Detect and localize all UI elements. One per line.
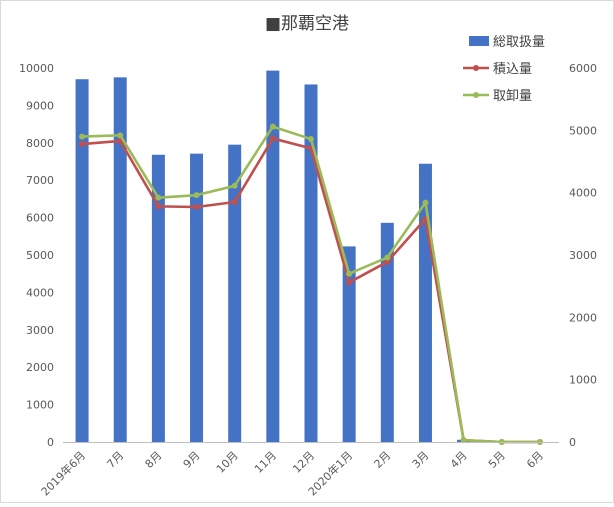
right-axis-tick-label: 4000	[569, 187, 597, 200]
bar-series	[75, 70, 471, 443]
left-axis-tick-label: 9000	[26, 99, 54, 112]
series-point	[117, 132, 124, 139]
series-point	[422, 199, 429, 206]
left-axis-tick-label: 1000	[26, 399, 54, 412]
bar	[190, 153, 204, 442]
series-point	[384, 258, 391, 265]
series-point	[308, 136, 314, 143]
bar	[113, 77, 127, 442]
series-point	[269, 135, 276, 142]
legend-swatch-marker	[473, 65, 479, 71]
legend-swatch-marker	[473, 92, 479, 98]
series-point	[193, 204, 200, 211]
x-axis-tick-label: 11月	[252, 449, 279, 476]
series-point	[384, 254, 391, 261]
x-axis-tick-label: 6月	[524, 449, 546, 471]
line-series	[79, 123, 543, 445]
legend-swatch	[469, 36, 489, 46]
x-axis-tick-label: 10月	[214, 449, 241, 476]
series-point	[193, 192, 200, 199]
series-point	[231, 182, 238, 189]
right-axis: 0 1000 2000 3000 4000 5000 6000	[569, 62, 597, 449]
bar	[228, 144, 242, 443]
x-axis-tick-label: 4月	[448, 449, 470, 471]
bar	[151, 154, 165, 442]
left-axis-tick-label: 3000	[26, 324, 54, 337]
left-axis-tick-label: 0	[47, 436, 54, 449]
x-axis-tick-label: 3月	[410, 449, 432, 471]
right-axis-tick-label: 0	[569, 436, 576, 449]
x-axis-tick-label: 2019年6月	[38, 448, 88, 498]
bar	[75, 79, 89, 442]
x-axis-tick-label: 2月	[372, 449, 394, 471]
x-axis-tick-label: 9月	[181, 449, 203, 471]
series-point	[346, 279, 353, 286]
left-axis-tick-label: 5000	[26, 249, 54, 262]
bar	[304, 84, 318, 443]
left-axis-tick-label: 8000	[26, 137, 54, 150]
left-axis: 0 1000 2000 3000 4000 5000 6000 7000 8000 9000 100…	[19, 62, 54, 449]
bar	[266, 70, 280, 443]
series-point	[155, 203, 162, 210]
left-axis-tick-label: 6000	[26, 212, 54, 225]
series-point	[155, 194, 162, 201]
series-point	[460, 437, 467, 444]
series-point	[79, 133, 86, 140]
left-axis-tick-label: 2000	[26, 361, 54, 374]
right-axis-tick-label: 3000	[569, 249, 597, 262]
right-axis-tick-label: 5000	[569, 124, 597, 137]
left-axis-tick-label: 7000	[26, 174, 54, 187]
legend-label: 積込量	[493, 62, 532, 77]
x-axis-tick-label: 12月	[290, 449, 317, 476]
left-axis-tick-label: 10000	[19, 62, 54, 75]
series-point	[346, 270, 353, 277]
right-axis-tick-label: 6000	[569, 62, 597, 75]
right-axis-tick-label: 2000	[569, 311, 597, 324]
chart-title: ■那覇空港	[265, 14, 349, 34]
x-axis-tick-label: 8月	[143, 449, 165, 471]
series-point	[231, 199, 238, 206]
series-point	[269, 123, 276, 130]
x-axis-tick-label: 5月	[486, 449, 508, 471]
right-axis-tick-label: 1000	[569, 374, 597, 387]
bar	[380, 222, 394, 442]
legend-label: 総取扱量	[493, 35, 545, 50]
series-point	[79, 141, 86, 148]
left-axis-tick-label: 4000	[26, 286, 54, 299]
x-axis-tick-label: 7月	[104, 449, 126, 471]
bar	[342, 246, 356, 442]
legend-label: 取卸量	[493, 88, 532, 104]
